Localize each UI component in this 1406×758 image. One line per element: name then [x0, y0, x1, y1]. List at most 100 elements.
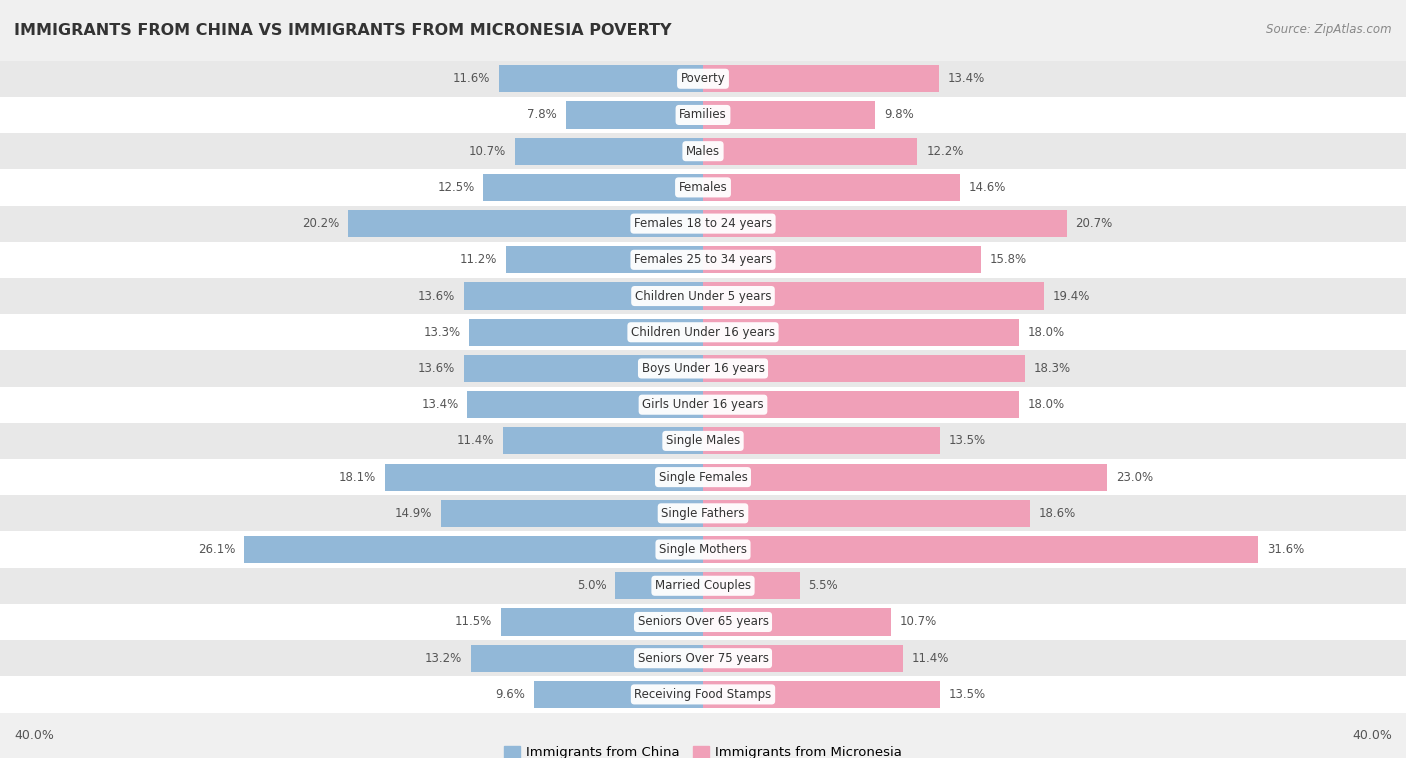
Text: 11.4%: 11.4%	[912, 652, 949, 665]
Bar	[0, 495, 1406, 531]
Text: 10.7%: 10.7%	[900, 615, 936, 628]
Text: 26.1%: 26.1%	[198, 543, 236, 556]
Text: 11.6%: 11.6%	[453, 72, 491, 85]
Text: 11.5%: 11.5%	[456, 615, 492, 628]
Text: 13.6%: 13.6%	[418, 362, 456, 375]
Text: Single Mothers: Single Mothers	[659, 543, 747, 556]
Bar	[464, 355, 703, 382]
Text: 14.6%: 14.6%	[969, 181, 1005, 194]
Text: 12.2%: 12.2%	[927, 145, 963, 158]
Text: 18.6%: 18.6%	[1039, 507, 1076, 520]
Text: 13.2%: 13.2%	[425, 652, 463, 665]
Text: 5.5%: 5.5%	[808, 579, 838, 592]
Bar	[703, 210, 1067, 237]
Text: Seniors Over 65 years: Seniors Over 65 years	[637, 615, 769, 628]
Bar	[703, 644, 904, 672]
Bar	[703, 572, 800, 600]
Bar	[703, 65, 939, 92]
Text: 18.0%: 18.0%	[1028, 326, 1066, 339]
Bar	[703, 391, 1019, 418]
Bar	[703, 609, 891, 635]
Text: Families: Families	[679, 108, 727, 121]
Text: 11.2%: 11.2%	[460, 253, 498, 266]
Bar	[515, 138, 703, 164]
Text: Single Males: Single Males	[666, 434, 740, 447]
Bar	[0, 676, 1406, 713]
Bar	[616, 572, 703, 600]
Bar	[0, 459, 1406, 495]
Text: Children Under 5 years: Children Under 5 years	[634, 290, 772, 302]
Bar	[501, 609, 703, 635]
Text: 18.1%: 18.1%	[339, 471, 375, 484]
Bar	[703, 428, 941, 455]
Text: 40.0%: 40.0%	[14, 728, 53, 742]
Bar	[471, 644, 703, 672]
Bar	[0, 423, 1406, 459]
Text: 7.8%: 7.8%	[527, 108, 557, 121]
Text: 12.5%: 12.5%	[437, 181, 475, 194]
Bar	[245, 536, 703, 563]
Bar	[503, 428, 703, 455]
Bar	[499, 65, 703, 92]
Text: 31.6%: 31.6%	[1267, 543, 1305, 556]
Bar	[0, 278, 1406, 314]
Text: 14.9%: 14.9%	[395, 507, 433, 520]
Text: Females 25 to 34 years: Females 25 to 34 years	[634, 253, 772, 266]
Bar	[0, 387, 1406, 423]
Bar	[0, 531, 1406, 568]
Bar	[470, 318, 703, 346]
Text: 20.7%: 20.7%	[1076, 217, 1112, 230]
Text: 13.4%: 13.4%	[948, 72, 984, 85]
Text: Source: ZipAtlas.com: Source: ZipAtlas.com	[1267, 23, 1392, 36]
Bar	[0, 640, 1406, 676]
Text: Receiving Food Stamps: Receiving Food Stamps	[634, 688, 772, 701]
Bar	[0, 205, 1406, 242]
Text: 40.0%: 40.0%	[1353, 728, 1392, 742]
Text: 9.6%: 9.6%	[496, 688, 526, 701]
Bar	[0, 350, 1406, 387]
Text: 18.3%: 18.3%	[1033, 362, 1070, 375]
Bar	[0, 169, 1406, 205]
Text: 15.8%: 15.8%	[990, 253, 1026, 266]
Text: Children Under 16 years: Children Under 16 years	[631, 326, 775, 339]
Text: 10.7%: 10.7%	[470, 145, 506, 158]
Text: Poverty: Poverty	[681, 72, 725, 85]
Bar	[703, 318, 1019, 346]
Bar	[349, 210, 703, 237]
Bar	[506, 246, 703, 274]
Bar	[703, 536, 1258, 563]
Bar	[703, 681, 941, 708]
Bar	[0, 604, 1406, 640]
Text: Males: Males	[686, 145, 720, 158]
Text: 13.5%: 13.5%	[949, 688, 986, 701]
Text: 5.0%: 5.0%	[576, 579, 606, 592]
Text: Girls Under 16 years: Girls Under 16 years	[643, 398, 763, 411]
Bar	[0, 97, 1406, 133]
Text: Single Females: Single Females	[658, 471, 748, 484]
Bar	[484, 174, 703, 201]
Text: Boys Under 16 years: Boys Under 16 years	[641, 362, 765, 375]
Text: 23.0%: 23.0%	[1116, 471, 1153, 484]
Bar	[0, 133, 1406, 169]
Bar	[565, 102, 703, 129]
Bar	[385, 464, 703, 490]
Text: 11.4%: 11.4%	[457, 434, 494, 447]
Text: 13.3%: 13.3%	[423, 326, 461, 339]
Text: Females: Females	[679, 181, 727, 194]
Text: 13.5%: 13.5%	[949, 434, 986, 447]
Bar	[703, 464, 1108, 490]
Bar	[0, 314, 1406, 350]
Bar	[703, 355, 1025, 382]
Bar	[534, 681, 703, 708]
Bar	[467, 391, 703, 418]
Text: 13.4%: 13.4%	[422, 398, 458, 411]
Bar	[0, 568, 1406, 604]
Text: Seniors Over 75 years: Seniors Over 75 years	[637, 652, 769, 665]
Bar	[441, 500, 703, 527]
Bar	[703, 138, 917, 164]
Text: 18.0%: 18.0%	[1028, 398, 1066, 411]
Bar	[703, 174, 960, 201]
Bar	[464, 283, 703, 309]
Text: Single Fathers: Single Fathers	[661, 507, 745, 520]
Bar	[703, 500, 1029, 527]
